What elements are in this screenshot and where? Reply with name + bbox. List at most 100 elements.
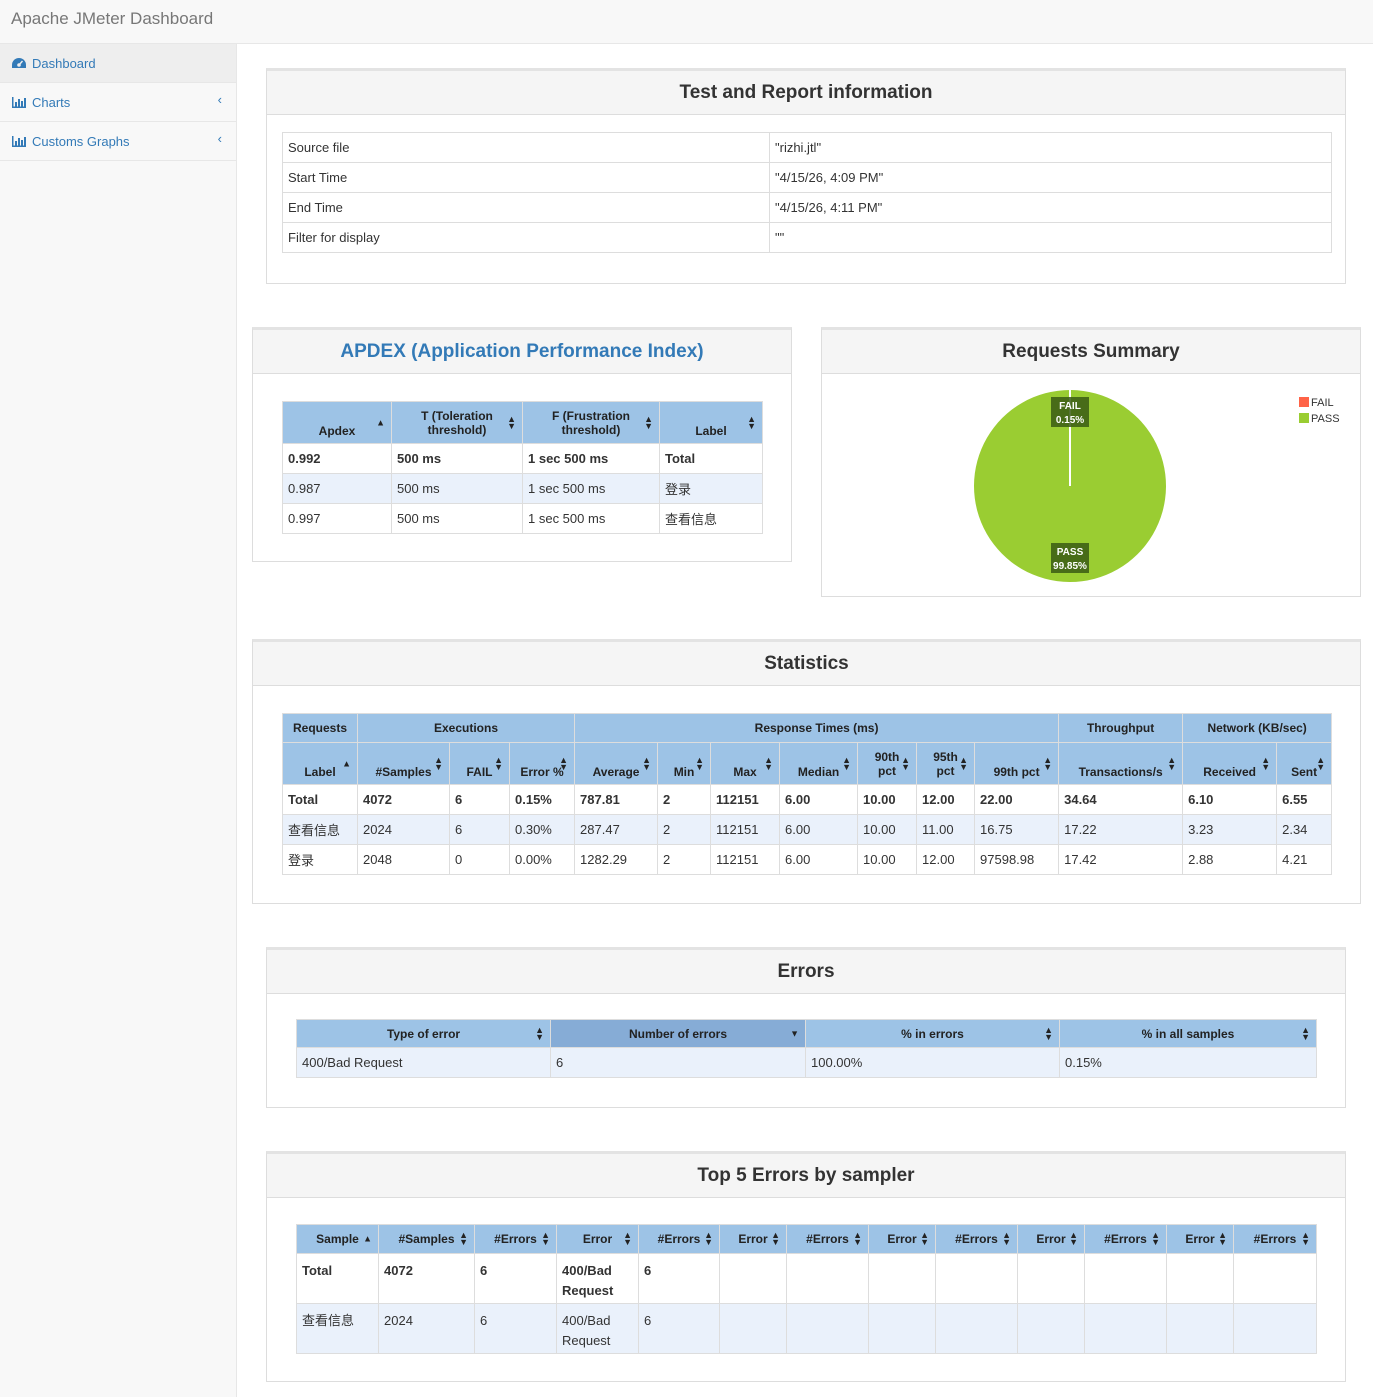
top5-column-header[interactable]: Error ▲ ▼ <box>556 1224 639 1254</box>
apdex-column-header[interactable]: Apdex ▲ <box>282 401 392 444</box>
info-key: Source file <box>282 132 770 163</box>
pass-data-label: PASS 99.85% <box>1051 543 1089 573</box>
stats-column-header[interactable]: Sent ▲ ▼ <box>1276 742 1333 785</box>
table-cell: 6 <box>449 814 510 845</box>
table-cell <box>935 1303 1018 1354</box>
stats-column-header[interactable]: 90th pct ▲ ▼ <box>857 742 918 785</box>
table-cell: 500 ms <box>391 473 523 504</box>
stats-column-header[interactable]: Average ▲ ▼ <box>574 742 659 785</box>
table-cell: 6.00 <box>779 784 859 815</box>
sort-icon: ▲ ▼ <box>642 754 652 772</box>
sort-icon: ▲ ▼ <box>559 754 569 772</box>
stats-column-header[interactable]: Median ▲ ▼ <box>779 742 859 785</box>
header-text: #Errors <box>1104 1232 1147 1246</box>
table-cell: 6.00 <box>779 814 859 845</box>
stats-column-header[interactable]: Error % ▲ ▼ <box>508 742 576 785</box>
sort-icon: ▲ ▼ <box>853 1230 862 1247</box>
table-cell: 112151 <box>710 844 781 875</box>
sort-asc-icon: ▲ <box>342 758 351 768</box>
data-label-value: 0.15% <box>1056 415 1084 426</box>
top5-column-header[interactable]: Sample ▲ <box>296 1224 379 1254</box>
stats-column-header[interactable]: Max ▲ ▼ <box>710 742 781 785</box>
top5-errors-panel: Top 5 Errors by sampler Sample ▲ #Samples ▲… <box>266 1151 1346 1382</box>
stats-column-header[interactable]: Label ▲ <box>282 742 358 785</box>
panel-title: Statistics <box>253 642 1360 686</box>
pct-in-all-samples-column-header[interactable]: % in all samples ▲ ▼ <box>1059 1019 1317 1048</box>
top5-column-header[interactable]: Error ▲ ▼ <box>719 1224 787 1254</box>
top5-column-header[interactable]: Error ▲ ▼ <box>1166 1224 1234 1254</box>
stats-column-header[interactable]: Transactions/s ▲ ▼ <box>1058 742 1184 785</box>
sort-icon: ▲ ▼ <box>1261 754 1271 772</box>
sort-asc-icon: ▲ <box>363 1233 372 1244</box>
sidebar-item-dashboard[interactable]: Dashboard <box>0 44 236 83</box>
table-cell: 0.30% <box>508 814 576 845</box>
table-cell: 2024 <box>357 814 450 845</box>
stats-column-header[interactable]: #Samples ▲ ▼ <box>357 742 450 785</box>
table-cell <box>1166 1303 1234 1354</box>
legend-item-pass[interactable]: PASS <box>1299 413 1340 425</box>
panel-title: Top 5 Errors by sampler <box>267 1154 1345 1198</box>
sidebar-item-customs-graphs[interactable]: Customs Graphs ‹ <box>0 122 236 161</box>
app-title-link[interactable]: Apache JMeter Dashboard <box>11 9 214 28</box>
header-text: #Errors <box>657 1232 701 1246</box>
top5-column-header[interactable]: Error ▲ ▼ <box>1017 1224 1085 1254</box>
pct-in-errors-column-header[interactable]: % in errors ▲ ▼ <box>805 1019 1060 1048</box>
sort-icon: ▲ ▼ <box>1043 754 1053 772</box>
number-of-errors-column-header[interactable]: Number of errors ▼ <box>550 1019 806 1048</box>
requests-pie-chart: FAIL 0.15% PASS 99.85% <box>974 389 1166 582</box>
sidebar-item-label: Customs Graphs <box>32 134 130 149</box>
sort-desc-icon: ▼ <box>790 1028 799 1038</box>
top5-column-header[interactable]: #Errors ▲ ▼ <box>935 1224 1018 1254</box>
table-cell: 12.00 <box>916 844 976 875</box>
label-column-header[interactable]: Label ▲ ▼ <box>659 401 763 444</box>
sidebar-item-label: Charts <box>32 95 71 110</box>
toleration-column-header[interactable]: T (Toleration threshold) ▲ ▼ <box>391 401 523 444</box>
stats-column-header[interactable]: Min ▲ ▼ <box>657 742 712 785</box>
top5-column-header[interactable]: #Errors ▲ ▼ <box>1233 1224 1317 1254</box>
table-cell: 6.10 <box>1182 784 1278 815</box>
table-cell: 6 <box>474 1253 557 1304</box>
stats-column-header[interactable]: FAIL ▲ ▼ <box>449 742 510 785</box>
sort-icon: ▲ ▼ <box>494 754 503 772</box>
type-of-error-column-header[interactable]: Type of error ▲ ▼ <box>296 1019 551 1048</box>
data-label-box <box>1051 397 1089 427</box>
group-header-response-times: Response Times (ms) <box>574 713 1060 743</box>
top-navbar: Apache JMeter Dashboard <box>0 0 1373 44</box>
table-cell: 2024 <box>378 1303 475 1354</box>
sidebar-item-charts[interactable]: Charts ‹ <box>0 83 236 122</box>
table-cell: 112151 <box>710 784 781 815</box>
table-cell: 17.22 <box>1058 814 1184 845</box>
chevron-left-icon: ‹ <box>217 92 222 107</box>
header-text: Transactions/s <box>1078 765 1163 779</box>
stats-column-header[interactable]: 95th pct ▲ ▼ <box>916 742 976 785</box>
data-label-name: PASS <box>1057 547 1084 558</box>
table-cell: 6.00 <box>779 844 859 875</box>
table-cell: 4072 <box>378 1253 475 1304</box>
sort-icon: ▲ ▼ <box>623 1230 632 1247</box>
top5-column-header[interactable]: #Errors ▲ ▼ <box>638 1224 720 1254</box>
top5-column-header[interactable]: #Samples ▲ ▼ <box>378 1224 475 1254</box>
sort-icon: ▲ ▼ <box>459 1230 468 1247</box>
table-row: Total 4072 6 400/Bad Request 6 <box>296 1253 1317 1304</box>
header-text: Sample <box>316 1232 359 1246</box>
table-cell: 6 <box>550 1047 806 1078</box>
top5-column-header[interactable]: Error ▲ ▼ <box>868 1224 936 1254</box>
sort-icon: ▲ ▼ <box>1002 1230 1011 1247</box>
table-cell: 4072 <box>357 784 450 815</box>
top5-column-header[interactable]: #Errors ▲ ▼ <box>786 1224 869 1254</box>
sort-icon: ▲ ▼ <box>920 1230 929 1247</box>
top5-column-header[interactable]: #Errors ▲ ▼ <box>1084 1224 1167 1254</box>
frustration-column-header[interactable]: F (Frustration threshold) ▲ ▼ <box>522 401 660 444</box>
top5-column-header[interactable]: #Errors ▲ ▼ <box>474 1224 557 1254</box>
header-text: Average <box>592 765 640 779</box>
table-cell: Total <box>659 443 763 474</box>
info-key: Filter for display <box>282 222 770 253</box>
header-text: Error <box>1185 1232 1215 1246</box>
panel-title: APDEX (Application Performance Index) <box>253 330 791 374</box>
panel-title: Errors <box>267 950 1345 994</box>
legend-swatch <box>1299 413 1309 423</box>
stats-column-header[interactable]: Received ▲ ▼ <box>1182 742 1278 785</box>
legend-item-fail[interactable]: FAIL <box>1299 397 1334 409</box>
table-cell: 6 <box>638 1253 720 1304</box>
stats-column-header[interactable]: 99th pct ▲ ▼ <box>974 742 1060 785</box>
